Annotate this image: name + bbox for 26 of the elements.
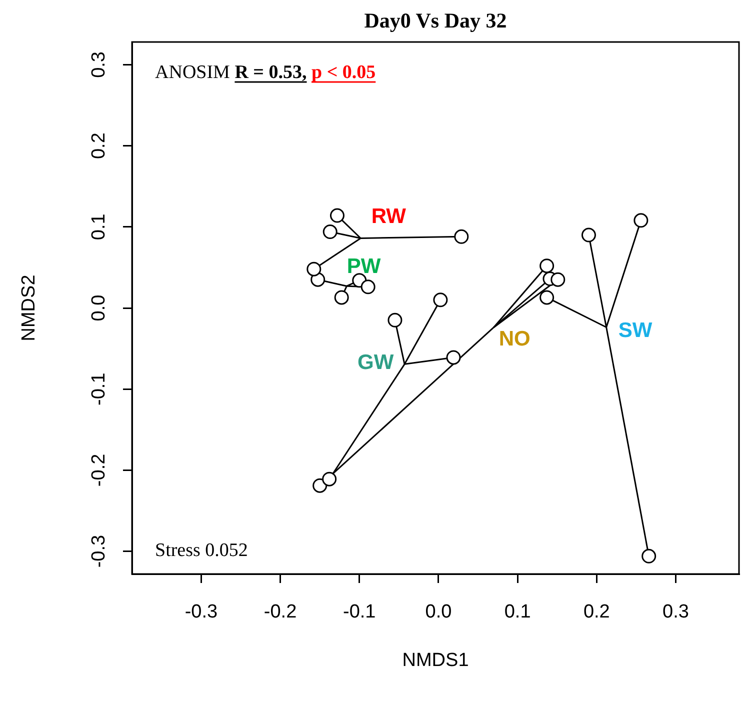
- annotation: R = 0.53,: [234, 62, 307, 83]
- annotation: p < 0.05: [312, 62, 376, 83]
- legend-label: PW: [346, 254, 381, 278]
- x-tick-label: 0.3: [662, 602, 689, 623]
- y-tick-label: 0.1: [88, 214, 110, 240]
- y-tick-label: -0.1: [88, 372, 110, 406]
- x-tick-label: -0.3: [184, 602, 218, 623]
- y-axis-title: NMDS2: [18, 274, 40, 342]
- y-tick-label: 0.3: [88, 51, 110, 78]
- y-tick-label: 0.0: [88, 294, 110, 322]
- annotation: ANOSIM: [155, 62, 230, 83]
- y-tick-label: 0.2: [88, 132, 110, 160]
- legend-label: NO: [498, 327, 530, 350]
- y-tick-label: -0.2: [88, 454, 110, 487]
- series-label: RW: [371, 205, 406, 228]
- text: SW: [618, 319, 652, 342]
- x-axis-title: NMDS1: [402, 650, 469, 671]
- x-tick-label: 0.2: [583, 602, 610, 623]
- y-tick-label: -0.3: [88, 534, 110, 568]
- chart-title: Day0 Vs Day 32: [364, 8, 507, 32]
- annotation: Stress 0.052: [155, 540, 248, 561]
- x-tick-label: -0.1: [343, 602, 376, 623]
- series-label: GW: [357, 350, 394, 374]
- x-tick-label: 0.1: [504, 602, 531, 623]
- x-tick-label: 0.0: [425, 602, 452, 623]
- x-tick-label: -0.2: [264, 602, 297, 623]
